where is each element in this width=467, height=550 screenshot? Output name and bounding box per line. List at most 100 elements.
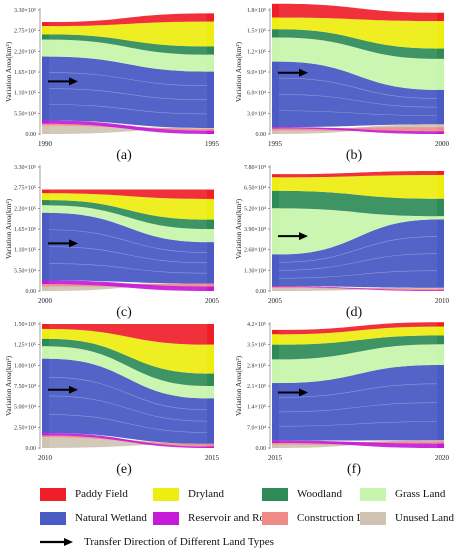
left-node-unused-land: [272, 288, 279, 291]
legend: Paddy Field Dryland Woodland Grass Land …: [0, 478, 467, 550]
flow-grass-land: [279, 37, 437, 90]
flow-unused-land: [49, 283, 207, 291]
right-node-unused-land: [207, 127, 214, 129]
flow-separator: [48, 246, 208, 264]
flow-separator: [278, 383, 438, 398]
y-tick-label: 2.1×10⁵: [247, 384, 266, 390]
left-node-construction-land: [272, 442, 279, 445]
y-tick-label: 3.90×10⁴: [244, 227, 266, 233]
legend-swatch: [153, 487, 179, 501]
transfer-arrow-head: [69, 77, 78, 86]
flow-separator: [278, 270, 438, 279]
y-tick-label: 1.50×10⁵: [14, 322, 36, 328]
right-node-paddy-field: [207, 189, 214, 199]
transfer-arrow-head: [69, 239, 78, 248]
flow-grass-land: [49, 39, 207, 72]
y-tick-label: 1.30×10⁴: [244, 268, 266, 274]
right-node-construction-land: [437, 127, 444, 132]
right-node-construction-land: [207, 128, 214, 131]
flow-separator: [278, 77, 438, 99]
flow-reservoir-and-rond: [49, 120, 207, 134]
legend-label: Woodland: [297, 488, 342, 500]
flow-reservoir-and-rond: [279, 440, 437, 448]
flow-separator: [48, 414, 208, 433]
y-tick-label: 0.00: [256, 446, 267, 452]
right-node-paddy-field: [207, 324, 214, 345]
left-node-paddy-field: [42, 189, 49, 194]
right-node-grass-land: [207, 386, 214, 399]
flow-separator: [278, 110, 438, 117]
arrow-right-icon: [40, 538, 73, 546]
right-node-construction-land: [437, 288, 444, 291]
left-node-construction-land: [42, 284, 49, 287]
right-node-woodland: [207, 373, 214, 386]
right-node-grass-land: [437, 216, 444, 220]
left-node-paddy-field: [42, 22, 49, 27]
y-tick-label: 7.80×10⁴: [244, 165, 266, 171]
legend-swatch: [360, 511, 386, 525]
left-node-construction-land: [42, 123, 49, 126]
legend-label: Reservoir and Rond: [188, 512, 276, 524]
right-node-dryland: [437, 174, 444, 199]
y-tick-label: 5.50×10⁴: [14, 111, 36, 117]
flow-paddy-field: [49, 189, 207, 199]
flow-separator: [278, 402, 438, 413]
flow-paddy-field: [49, 13, 207, 27]
right-node-paddy-field: [437, 12, 444, 22]
right-node-natural-wetland: [207, 242, 214, 284]
x-tick-label: 1990: [38, 140, 53, 148]
y-tick-label: 5.00×10⁴: [14, 405, 36, 411]
y-tick-label: 1.5×10⁵: [247, 29, 266, 35]
y-tick-label: 2.20×10⁵: [14, 206, 36, 212]
y-tick-label: 6.50×10⁴: [244, 186, 266, 192]
right-node-dryland: [207, 344, 214, 374]
transfer-arrow-head: [69, 385, 78, 394]
y-tick-label: 5.20×10⁴: [244, 206, 266, 212]
flow-woodland: [279, 335, 437, 360]
panel-label: (c): [116, 305, 132, 320]
flow-paddy-field: [279, 3, 437, 22]
left-node-reservoir-and-rond: [272, 127, 279, 129]
y-tick-label: 2.8×10⁵: [247, 363, 266, 369]
right-node-woodland: [437, 198, 444, 217]
transfer-arrow-head: [299, 232, 308, 241]
y-tick-label: 1.2×10⁵: [247, 49, 266, 55]
x-tick-label: 2000: [435, 140, 450, 148]
left-node-grass-land: [42, 346, 49, 359]
legend-swatch: [40, 487, 66, 501]
panel-label: (e): [116, 462, 132, 477]
left-node-woodland: [272, 344, 279, 360]
flow-grass-land: [279, 208, 437, 255]
chart-panel-a: 0.00 5.50×10⁴ 1.10×10⁵ 1.65×10⁵ 2.20×10⁵ 2.75…: [4, 8, 220, 163]
legend-label: Paddy Field: [75, 488, 128, 500]
left-node-unused-land: [272, 444, 279, 448]
flow-natural-wetland: [49, 212, 207, 284]
right-node-natural-wetland: [207, 71, 214, 128]
transfer-arrow-head: [299, 388, 308, 397]
left-node-woodland: [272, 29, 279, 38]
legend-swatch: [360, 487, 386, 501]
legend-swatch: [262, 511, 288, 525]
flow-separator: [48, 72, 208, 87]
flow-paddy-field: [49, 324, 207, 345]
y-tick-label: 2.75×10⁵: [14, 29, 36, 35]
right-node-natural-wetland: [207, 398, 214, 444]
x-tick-label: 2015: [205, 454, 220, 462]
left-node-dryland: [42, 26, 49, 35]
y-tick-label: 2.20×10⁵: [14, 49, 36, 55]
flow-separator: [278, 236, 438, 263]
x-tick-label: 2005: [205, 297, 220, 305]
flow-woodland: [49, 34, 207, 55]
flow-dryland: [49, 21, 207, 47]
legend-label: Natural Wetland: [75, 512, 147, 524]
left-node-dryland: [272, 17, 279, 30]
y-tick-label: 3.0×10⁴: [247, 111, 266, 117]
right-node-reservoir-and-rond: [437, 290, 444, 291]
x-tick-label: 1995: [268, 140, 283, 148]
right-node-grass-land: [207, 229, 214, 243]
left-node-natural-wetland: [272, 383, 279, 441]
right-node-grass-land: [437, 344, 444, 366]
left-node-reservoir-and-rond: [42, 120, 49, 124]
flow-separator: [278, 253, 438, 271]
flow-separator: [48, 395, 208, 422]
